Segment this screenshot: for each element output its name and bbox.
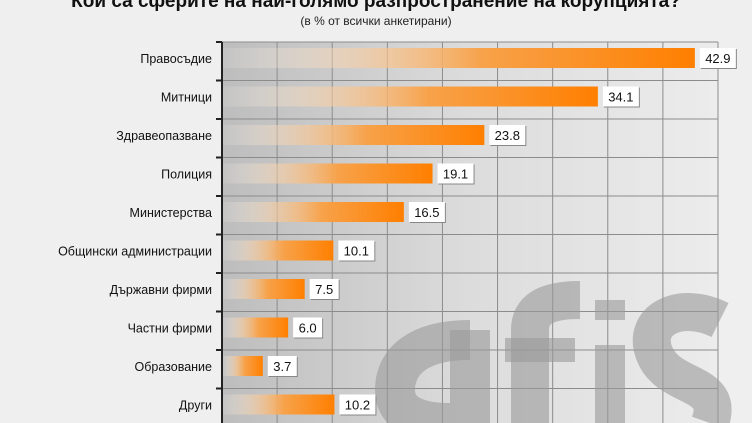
category-label: Други xyxy=(179,399,212,413)
bar xyxy=(222,279,305,299)
bar xyxy=(222,163,433,184)
bar xyxy=(222,240,334,261)
value-label-box xyxy=(267,356,297,376)
value-label-box xyxy=(408,202,445,222)
bar xyxy=(222,125,485,145)
bar xyxy=(222,202,404,222)
category-label: Държавни фирми xyxy=(110,283,212,297)
value-label: 7.5 xyxy=(315,282,333,297)
value-label-box xyxy=(309,279,339,299)
chart-subtitle: (в % от всички анкетирани) xyxy=(300,14,452,28)
value-label-box xyxy=(339,394,376,415)
value-label: 34.1 xyxy=(608,90,633,105)
value-label: 10.1 xyxy=(344,244,369,259)
bar xyxy=(222,48,695,68)
value-label: 42.9 xyxy=(705,51,730,66)
category-label: Частни фирми xyxy=(128,322,212,336)
chart-title: Кои са сферите на най-голямо разпростран… xyxy=(71,0,681,12)
category-label: Здравеопазване xyxy=(116,129,212,143)
category-label: Правосъдие xyxy=(140,52,212,66)
bar xyxy=(222,86,598,107)
value-label-box xyxy=(489,125,526,145)
category-label: Митници xyxy=(161,91,212,105)
value-label: 23.8 xyxy=(495,128,520,143)
value-label: 16.5 xyxy=(414,205,439,220)
value-label-box xyxy=(437,163,474,184)
category-label: Образование xyxy=(135,360,213,374)
category-label: Общински администрации xyxy=(58,245,212,259)
category-label: Министерства xyxy=(130,206,212,220)
bar xyxy=(222,317,289,338)
value-label: 6.0 xyxy=(299,321,317,336)
value-label-box xyxy=(293,317,323,338)
category-label: Полиция xyxy=(161,168,212,182)
watermark-logo xyxy=(374,281,732,423)
value-label: 10.2 xyxy=(345,398,370,413)
bar xyxy=(222,394,335,415)
bar xyxy=(222,356,263,376)
value-label-box xyxy=(602,86,639,107)
value-label-box xyxy=(338,240,375,261)
value-label: 19.1 xyxy=(443,167,468,182)
value-label: 3.7 xyxy=(273,359,291,374)
value-label-box xyxy=(699,48,736,68)
